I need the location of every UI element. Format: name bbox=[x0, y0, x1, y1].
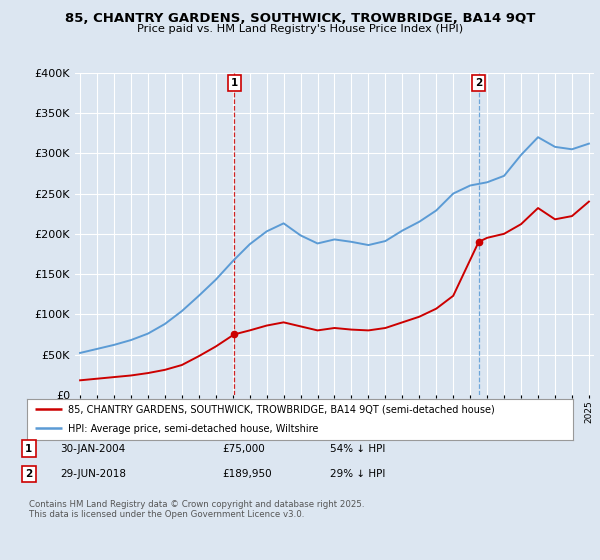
Text: 2: 2 bbox=[475, 78, 482, 87]
Text: 54% ↓ HPI: 54% ↓ HPI bbox=[330, 444, 385, 454]
Text: 2: 2 bbox=[25, 469, 32, 479]
Text: £189,950: £189,950 bbox=[222, 469, 272, 479]
Text: 1: 1 bbox=[230, 78, 238, 87]
Text: Contains HM Land Registry data © Crown copyright and database right 2025.
This d: Contains HM Land Registry data © Crown c… bbox=[29, 500, 364, 519]
Text: HPI: Average price, semi-detached house, Wiltshire: HPI: Average price, semi-detached house,… bbox=[68, 424, 319, 433]
Text: 30-JAN-2004: 30-JAN-2004 bbox=[60, 444, 125, 454]
Text: 1: 1 bbox=[25, 444, 32, 454]
Text: 85, CHANTRY GARDENS, SOUTHWICK, TROWBRIDGE, BA14 9QT: 85, CHANTRY GARDENS, SOUTHWICK, TROWBRID… bbox=[65, 12, 535, 25]
Text: £75,000: £75,000 bbox=[222, 444, 265, 454]
Text: 85, CHANTRY GARDENS, SOUTHWICK, TROWBRIDGE, BA14 9QT (semi-detached house): 85, CHANTRY GARDENS, SOUTHWICK, TROWBRID… bbox=[68, 405, 494, 415]
Text: 29% ↓ HPI: 29% ↓ HPI bbox=[330, 469, 385, 479]
Text: 29-JUN-2018: 29-JUN-2018 bbox=[60, 469, 126, 479]
Text: Price paid vs. HM Land Registry's House Price Index (HPI): Price paid vs. HM Land Registry's House … bbox=[137, 24, 463, 34]
